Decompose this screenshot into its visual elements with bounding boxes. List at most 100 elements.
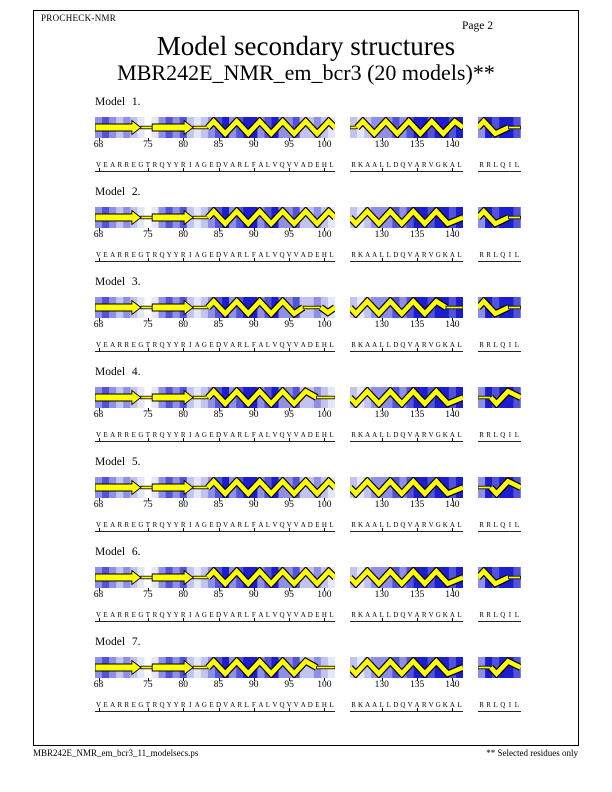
sequence-tick — [452, 348, 454, 351]
axis-tick-label: 140 — [445, 500, 460, 510]
axis-tick-label: 100 — [317, 230, 332, 240]
axis-tick-label: 95 — [284, 410, 294, 420]
sequence-underline — [350, 531, 463, 532]
axis-tick — [381, 138, 383, 141]
strand-arrow-glyph — [95, 119, 142, 136]
axis-tick — [218, 408, 220, 411]
sequence-tick — [253, 168, 255, 171]
sequence-tick — [147, 348, 149, 351]
axis-tick-label: 80 — [178, 140, 188, 150]
axis-tick — [417, 498, 419, 501]
axis-tick-label: 135 — [409, 500, 425, 510]
secondary-structure-strip — [95, 387, 335, 408]
axis-tick-label: 68 — [93, 500, 104, 510]
axis-tick-label: 130 — [374, 500, 389, 510]
coil-line-glyph — [478, 395, 492, 400]
axis-tick — [452, 318, 454, 321]
coil-line-glyph — [140, 485, 153, 490]
axis-tick — [218, 228, 220, 231]
axis-tick — [253, 588, 255, 591]
model-row: Model 4. 68 75 80 85 90 95 100 V E A R R E G T R Q Y Y R I A G E… — [0, 365, 612, 455]
sequence-tick — [381, 438, 383, 441]
axis-tick-label: 130 — [374, 140, 389, 150]
axis-tick — [417, 678, 419, 681]
helix-glyph — [319, 305, 335, 316]
axis-tick — [147, 498, 149, 501]
axis-tick-label: 75 — [143, 500, 153, 510]
sequence-tick — [324, 528, 326, 531]
axis-tick — [218, 678, 220, 681]
sequence-underline — [95, 351, 335, 352]
axis-tick — [183, 498, 185, 501]
sequence-tick — [218, 348, 220, 351]
sequence-tick — [452, 258, 454, 261]
helix-glyph — [206, 657, 318, 678]
axis-tick-label: 130 — [374, 410, 389, 420]
sequence-tick — [289, 438, 291, 441]
coil-line-glyph — [140, 305, 153, 310]
axis-tick-label: 135 — [409, 230, 425, 240]
strand-arrow-glyph — [151, 479, 194, 496]
sequence-underline — [95, 711, 335, 712]
axis-tick-label: 68 — [93, 680, 104, 690]
secondary-structure-strip — [95, 297, 335, 318]
page-border — [33, 10, 579, 746]
sequence-tick — [218, 258, 220, 261]
coil-line-glyph — [316, 395, 335, 400]
axis-tick-label: 140 — [445, 680, 460, 690]
model-label: Model 1. — [95, 96, 141, 108]
helix-glyph — [489, 478, 521, 498]
axis-tick — [324, 498, 326, 501]
sequence-tick — [324, 258, 326, 261]
sequence-tick — [98, 708, 100, 711]
helix-glyph — [478, 297, 510, 317]
sequence-tick — [98, 348, 100, 351]
sequence-underline — [478, 441, 521, 442]
sequence-underline — [95, 621, 335, 622]
sequence-underline — [95, 531, 335, 532]
helix-glyph — [350, 387, 463, 408]
axis-tick-label: 90 — [249, 590, 259, 600]
sequence-tick — [98, 168, 100, 171]
sequence-tick — [183, 528, 185, 531]
axis-tick-label: 100 — [317, 320, 332, 330]
axis-tick-label: 140 — [445, 410, 460, 420]
structure-glyphs — [478, 387, 521, 408]
helix-glyph — [350, 657, 463, 678]
page-number: Page 2 — [462, 20, 493, 32]
helix-glyph — [478, 117, 510, 137]
model-row: Model 5. 68 75 80 85 90 95 100 V E A R R E G T R Q Y Y R I A G E… — [0, 455, 612, 545]
axis-tick — [289, 678, 291, 681]
axis-tick-label: 95 — [284, 500, 294, 510]
axis-tick — [183, 678, 185, 681]
axis-tick-label: 85 — [213, 230, 224, 240]
axis-tick-label: 85 — [213, 140, 224, 150]
structure-glyphs — [95, 207, 335, 228]
secondary-structure-strip — [478, 477, 521, 498]
helix-glyph — [206, 297, 305, 318]
axis-tick — [417, 408, 419, 411]
helix-glyph — [350, 297, 448, 318]
structure-glyphs — [95, 477, 335, 498]
axis-tick-label: 68 — [93, 140, 104, 150]
model-row: Model 7. 68 75 80 85 90 95 100 V E A R R E G T R Q Y Y R I A G E… — [0, 635, 612, 725]
sequence-tick — [381, 708, 383, 711]
structure-glyphs — [478, 207, 521, 228]
sequence-underline — [350, 441, 463, 442]
sequence-tick — [289, 168, 291, 171]
structure-glyphs — [350, 477, 463, 498]
strand-arrow-glyph — [151, 299, 194, 316]
structure-glyphs — [95, 387, 335, 408]
axis-tick — [183, 138, 185, 141]
axis-tick — [218, 318, 220, 321]
axis-tick — [183, 408, 185, 411]
